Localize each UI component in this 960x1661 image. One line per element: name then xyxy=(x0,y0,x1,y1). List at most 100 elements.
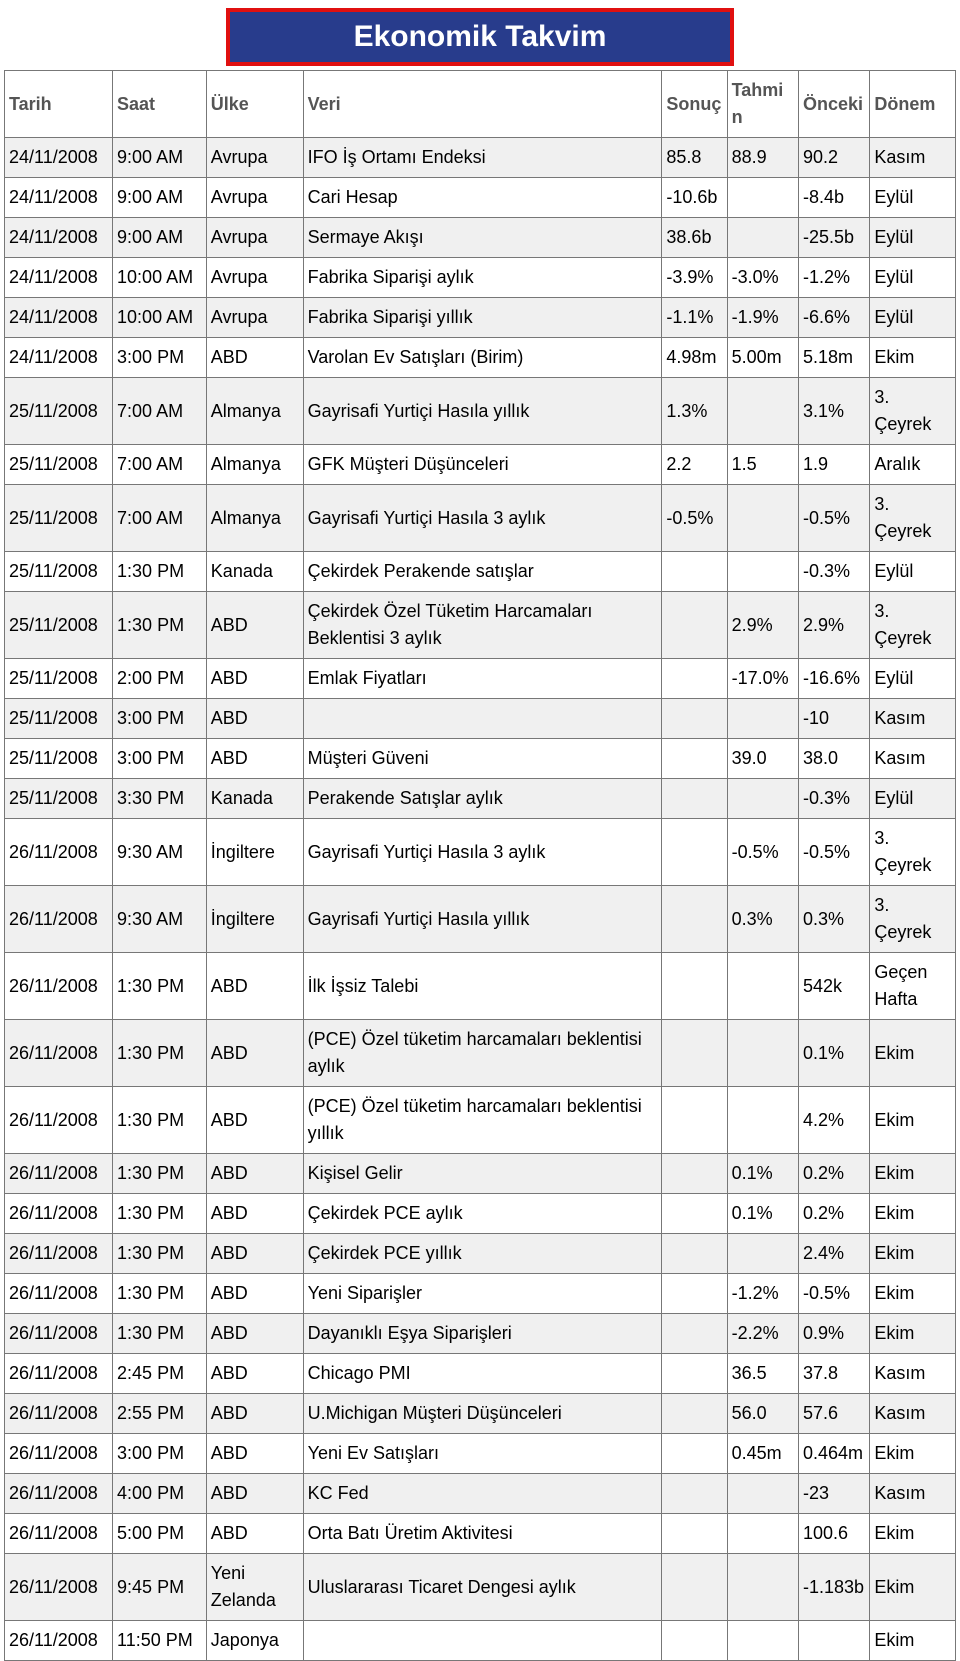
table-cell xyxy=(662,592,727,659)
table-cell: 26/11/2008 xyxy=(5,1234,113,1274)
table-cell: Japonya xyxy=(206,1621,303,1661)
table-cell xyxy=(662,1554,727,1621)
table-cell: Gayrisafi Yurtiçi Hasıla 3 aylık xyxy=(303,485,662,552)
table-cell: -1.183b xyxy=(798,1554,869,1621)
table-cell xyxy=(727,779,798,819)
table-cell: 0.3% xyxy=(798,886,869,953)
table-cell: 1:30 PM xyxy=(113,1274,207,1314)
table-cell xyxy=(662,1514,727,1554)
table-cell: 5:00 PM xyxy=(113,1514,207,1554)
table-cell: 24/11/2008 xyxy=(5,338,113,378)
table-cell: Çekirdek PCE yıllık xyxy=(303,1234,662,1274)
table-cell: Emlak Fiyatları xyxy=(303,659,662,699)
table-cell: 3. Çeyrek xyxy=(870,819,956,886)
table-cell: Kasım xyxy=(870,138,956,178)
table-cell: Kasım xyxy=(870,1354,956,1394)
table-cell xyxy=(662,1274,727,1314)
table-cell xyxy=(662,779,727,819)
table-cell: 9:30 AM xyxy=(113,886,207,953)
table-cell: 25/11/2008 xyxy=(5,592,113,659)
table-cell: 7:00 AM xyxy=(113,445,207,485)
table-cell: IFO İş Ortamı Endeksi xyxy=(303,138,662,178)
table-cell: 9:00 AM xyxy=(113,138,207,178)
table-cell: Yeni Zelanda xyxy=(206,1554,303,1621)
table-cell: Gayrisafi Yurtiçi Hasıla 3 aylık xyxy=(303,819,662,886)
table-cell: 26/11/2008 xyxy=(5,1434,113,1474)
table-row: 24/11/20089:00 AMAvrupaCari Hesap-10.6b-… xyxy=(5,178,956,218)
table-cell: -0.5% xyxy=(798,819,869,886)
table-cell xyxy=(727,218,798,258)
table-cell: 24/11/2008 xyxy=(5,298,113,338)
table-cell xyxy=(727,1474,798,1514)
table-cell: 39.0 xyxy=(727,739,798,779)
table-row: 26/11/20085:00 PMABDOrta Batı Üretim Akt… xyxy=(5,1514,956,1554)
table-cell: -17.0% xyxy=(727,659,798,699)
table-cell: Avrupa xyxy=(206,298,303,338)
table-cell: Eylül xyxy=(870,218,956,258)
table-cell: -8.4b xyxy=(798,178,869,218)
col-onceki: Önceki xyxy=(798,71,869,138)
table-cell xyxy=(662,659,727,699)
table-row: 26/11/20084:00 PMABDKC Fed-23Kasım xyxy=(5,1474,956,1514)
table-cell: 25/11/2008 xyxy=(5,699,113,739)
table-cell: ABD xyxy=(206,1394,303,1434)
table-cell: Yeni Ev Satışları xyxy=(303,1434,662,1474)
table-cell: 100.6 xyxy=(798,1514,869,1554)
table-cell: Ekim xyxy=(870,1621,956,1661)
table-cell: 3. Çeyrek xyxy=(870,378,956,445)
table-cell: İlk İşsiz Talebi xyxy=(303,953,662,1020)
table-cell: 11:50 PM xyxy=(113,1621,207,1661)
table-row: 26/11/20081:30 PMABDDayanıklı Eşya Sipar… xyxy=(5,1314,956,1354)
table-cell: -1.2% xyxy=(727,1274,798,1314)
table-cell xyxy=(662,699,727,739)
table-cell: -2.2% xyxy=(727,1314,798,1354)
table-cell: Cari Hesap xyxy=(303,178,662,218)
table-cell: ABD xyxy=(206,592,303,659)
table-cell: 26/11/2008 xyxy=(5,1087,113,1154)
table-cell: 57.6 xyxy=(798,1394,869,1434)
table-cell: Aralık xyxy=(870,445,956,485)
table-row: 26/11/20082:45 PMABDChicago PMI36.537.8K… xyxy=(5,1354,956,1394)
table-cell: 90.2 xyxy=(798,138,869,178)
table-cell xyxy=(303,1621,662,1661)
table-cell: 26/11/2008 xyxy=(5,953,113,1020)
table-cell: Fabrika Siparişi aylık xyxy=(303,258,662,298)
table-cell: 26/11/2008 xyxy=(5,1020,113,1087)
table-cell: 25/11/2008 xyxy=(5,552,113,592)
table-cell: 26/11/2008 xyxy=(5,1514,113,1554)
table-cell: 0.3% xyxy=(727,886,798,953)
table-cell: ABD xyxy=(206,1314,303,1354)
table-cell: Kasım xyxy=(870,1474,956,1514)
table-cell: 2.2 xyxy=(662,445,727,485)
table-cell: -6.6% xyxy=(798,298,869,338)
table-cell: 26/11/2008 xyxy=(5,886,113,953)
table-cell: 2:00 PM xyxy=(113,659,207,699)
table-cell: Çekirdek Perakende satışlar xyxy=(303,552,662,592)
table-cell: Varolan Ev Satışları (Birim) xyxy=(303,338,662,378)
table-row: 25/11/20081:30 PMABDÇekirdek Özel Tüketi… xyxy=(5,592,956,659)
table-cell xyxy=(727,178,798,218)
table-cell: Kasım xyxy=(870,699,956,739)
table-cell: 0.1% xyxy=(727,1154,798,1194)
table-cell: 2.9% xyxy=(727,592,798,659)
table-row: 26/11/20083:00 PMABDYeni Ev Satışları0.4… xyxy=(5,1434,956,1474)
table-cell: 3.1% xyxy=(798,378,869,445)
table-cell: Ekim xyxy=(870,1234,956,1274)
table-cell: ABD xyxy=(206,1020,303,1087)
table-cell: ABD xyxy=(206,953,303,1020)
table-cell: Eylül xyxy=(870,258,956,298)
table-cell xyxy=(662,953,727,1020)
table-cell xyxy=(727,699,798,739)
table-cell: 26/11/2008 xyxy=(5,1274,113,1314)
table-cell: 38.6b xyxy=(662,218,727,258)
table-cell: (PCE) Özel tüketim harcamaları beklentis… xyxy=(303,1087,662,1154)
table-row: 26/11/20082:55 PMABDU.Michigan Müşteri D… xyxy=(5,1394,956,1434)
table-cell: 26/11/2008 xyxy=(5,1554,113,1621)
table-cell: 10:00 AM xyxy=(113,298,207,338)
table-cell: -0.5% xyxy=(662,485,727,552)
table-cell: ABD xyxy=(206,699,303,739)
table-row: 24/11/20089:00 AMAvrupaIFO İş Ortamı End… xyxy=(5,138,956,178)
table-cell xyxy=(727,1087,798,1154)
table-cell: 2:55 PM xyxy=(113,1394,207,1434)
table-row: 26/11/20081:30 PMABDİlk İşsiz Talebi542k… xyxy=(5,953,956,1020)
